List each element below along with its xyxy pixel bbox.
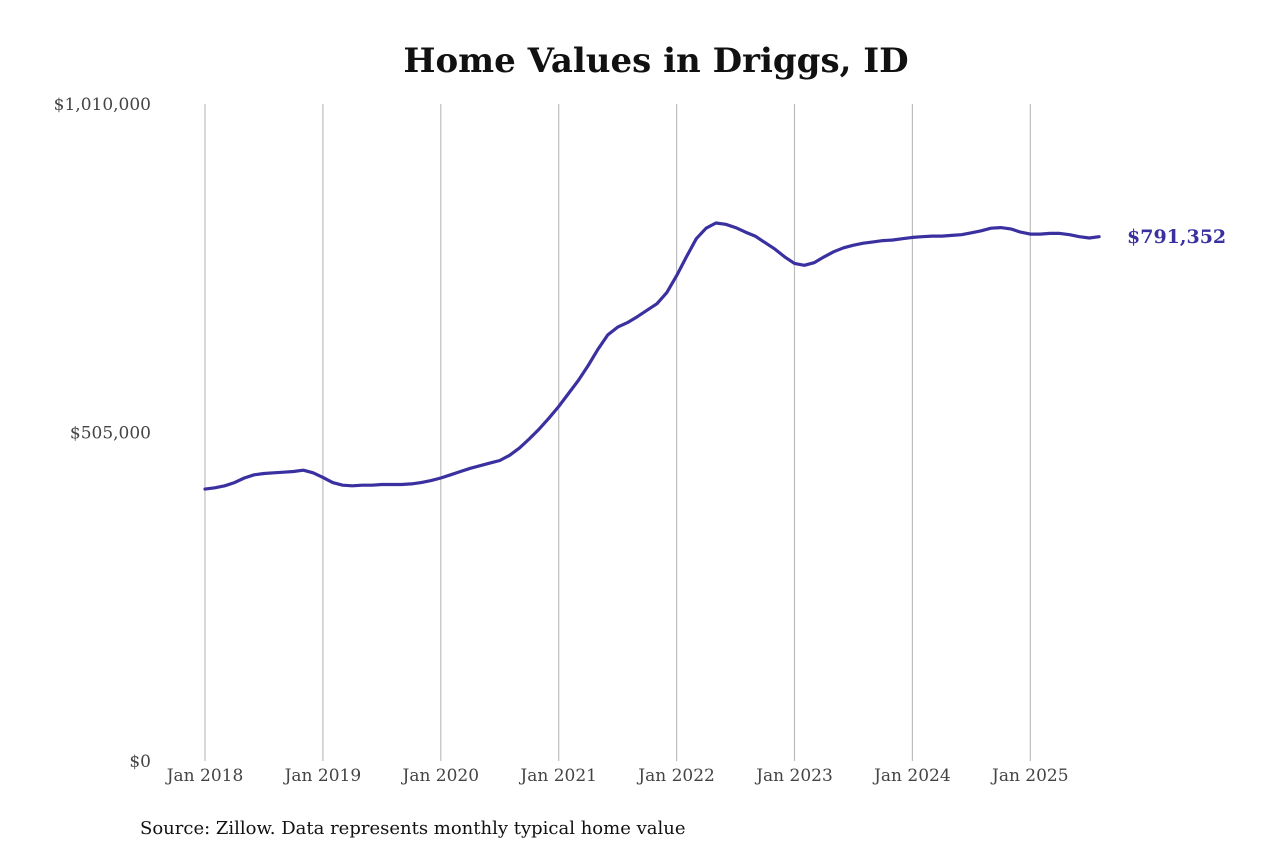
x-tick-label: Jan 2021: [518, 766, 597, 786]
series-line-home-value: [203, 221, 1101, 491]
chart-title: Home Values in Driggs, ID: [403, 41, 908, 81]
y-tick-label: $0: [129, 752, 151, 772]
x-tick-label: Jan 2025: [990, 766, 1069, 786]
x-tick-label: Jan 2023: [754, 766, 833, 786]
y-tick-label: $505,000: [70, 424, 151, 444]
x-axis-ticks: Jan 2018 Jan 2019 Jan 2020 Jan 2021 Jan 2022…: [165, 766, 1069, 786]
x-tick-label: Jan 2022: [636, 766, 715, 786]
x-tick-label: Jan 2018: [165, 766, 244, 786]
end-value-label: $791,352: [1127, 226, 1226, 248]
x-tick-label: Jan 2019: [283, 766, 362, 786]
x-tick-label: Jan 2024: [872, 766, 951, 786]
y-tick-label: $1,010,000: [54, 95, 151, 115]
x-gridlines: [204, 104, 1031, 761]
x-tick-label: Jan 2020: [401, 766, 480, 786]
source-note: Source: Zillow. Data represents monthly …: [140, 818, 686, 839]
y-axis-ticks: $1,010,000 $505,000 $0: [54, 95, 151, 772]
